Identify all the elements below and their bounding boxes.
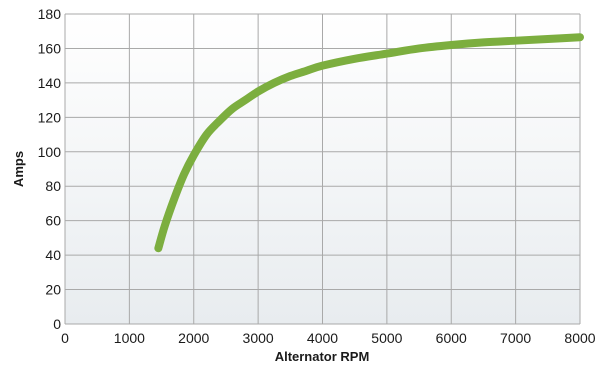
y-tick-label-4: 80	[45, 178, 61, 194]
y-tick-label-1: 20	[45, 282, 61, 298]
y-tick-label-5: 100	[38, 144, 62, 160]
series-line-0	[154, 33, 584, 253]
grid	[64, 13, 581, 325]
x-tick-label-5: 5000	[371, 330, 402, 346]
y-tick-label-9: 180	[38, 6, 62, 22]
y-tick-label-2: 40	[45, 247, 61, 263]
y-tick-label-3: 60	[45, 213, 61, 229]
x-tick-label-0: 0	[61, 330, 69, 346]
x-axis-title: Alternator RPM	[275, 349, 370, 364]
y-tick-label-8: 160	[38, 40, 62, 56]
x-tick-label-4: 4000	[307, 330, 338, 346]
x-axis-ticks: 0 1000 2000 3000 4000 5000 6000 7000 8000	[61, 330, 596, 346]
x-tick-label-8: 8000	[564, 330, 595, 346]
x-tick-label-1: 1000	[114, 330, 145, 346]
y-tick-label-7: 140	[38, 75, 62, 91]
y-axis-ticks: 0 20 40 60 80 100 120 140 160 180	[38, 6, 62, 332]
x-tick-label-7: 7000	[500, 330, 531, 346]
x-tick-label-2: 2000	[178, 330, 209, 346]
x-tick-label-6: 6000	[436, 330, 467, 346]
x-tick-label-3: 3000	[243, 330, 274, 346]
series-layer	[154, 33, 584, 253]
y-tick-label-0: 0	[53, 316, 61, 332]
y-axis-title: Amps	[11, 151, 26, 187]
y-tick-label-6: 120	[38, 109, 62, 125]
